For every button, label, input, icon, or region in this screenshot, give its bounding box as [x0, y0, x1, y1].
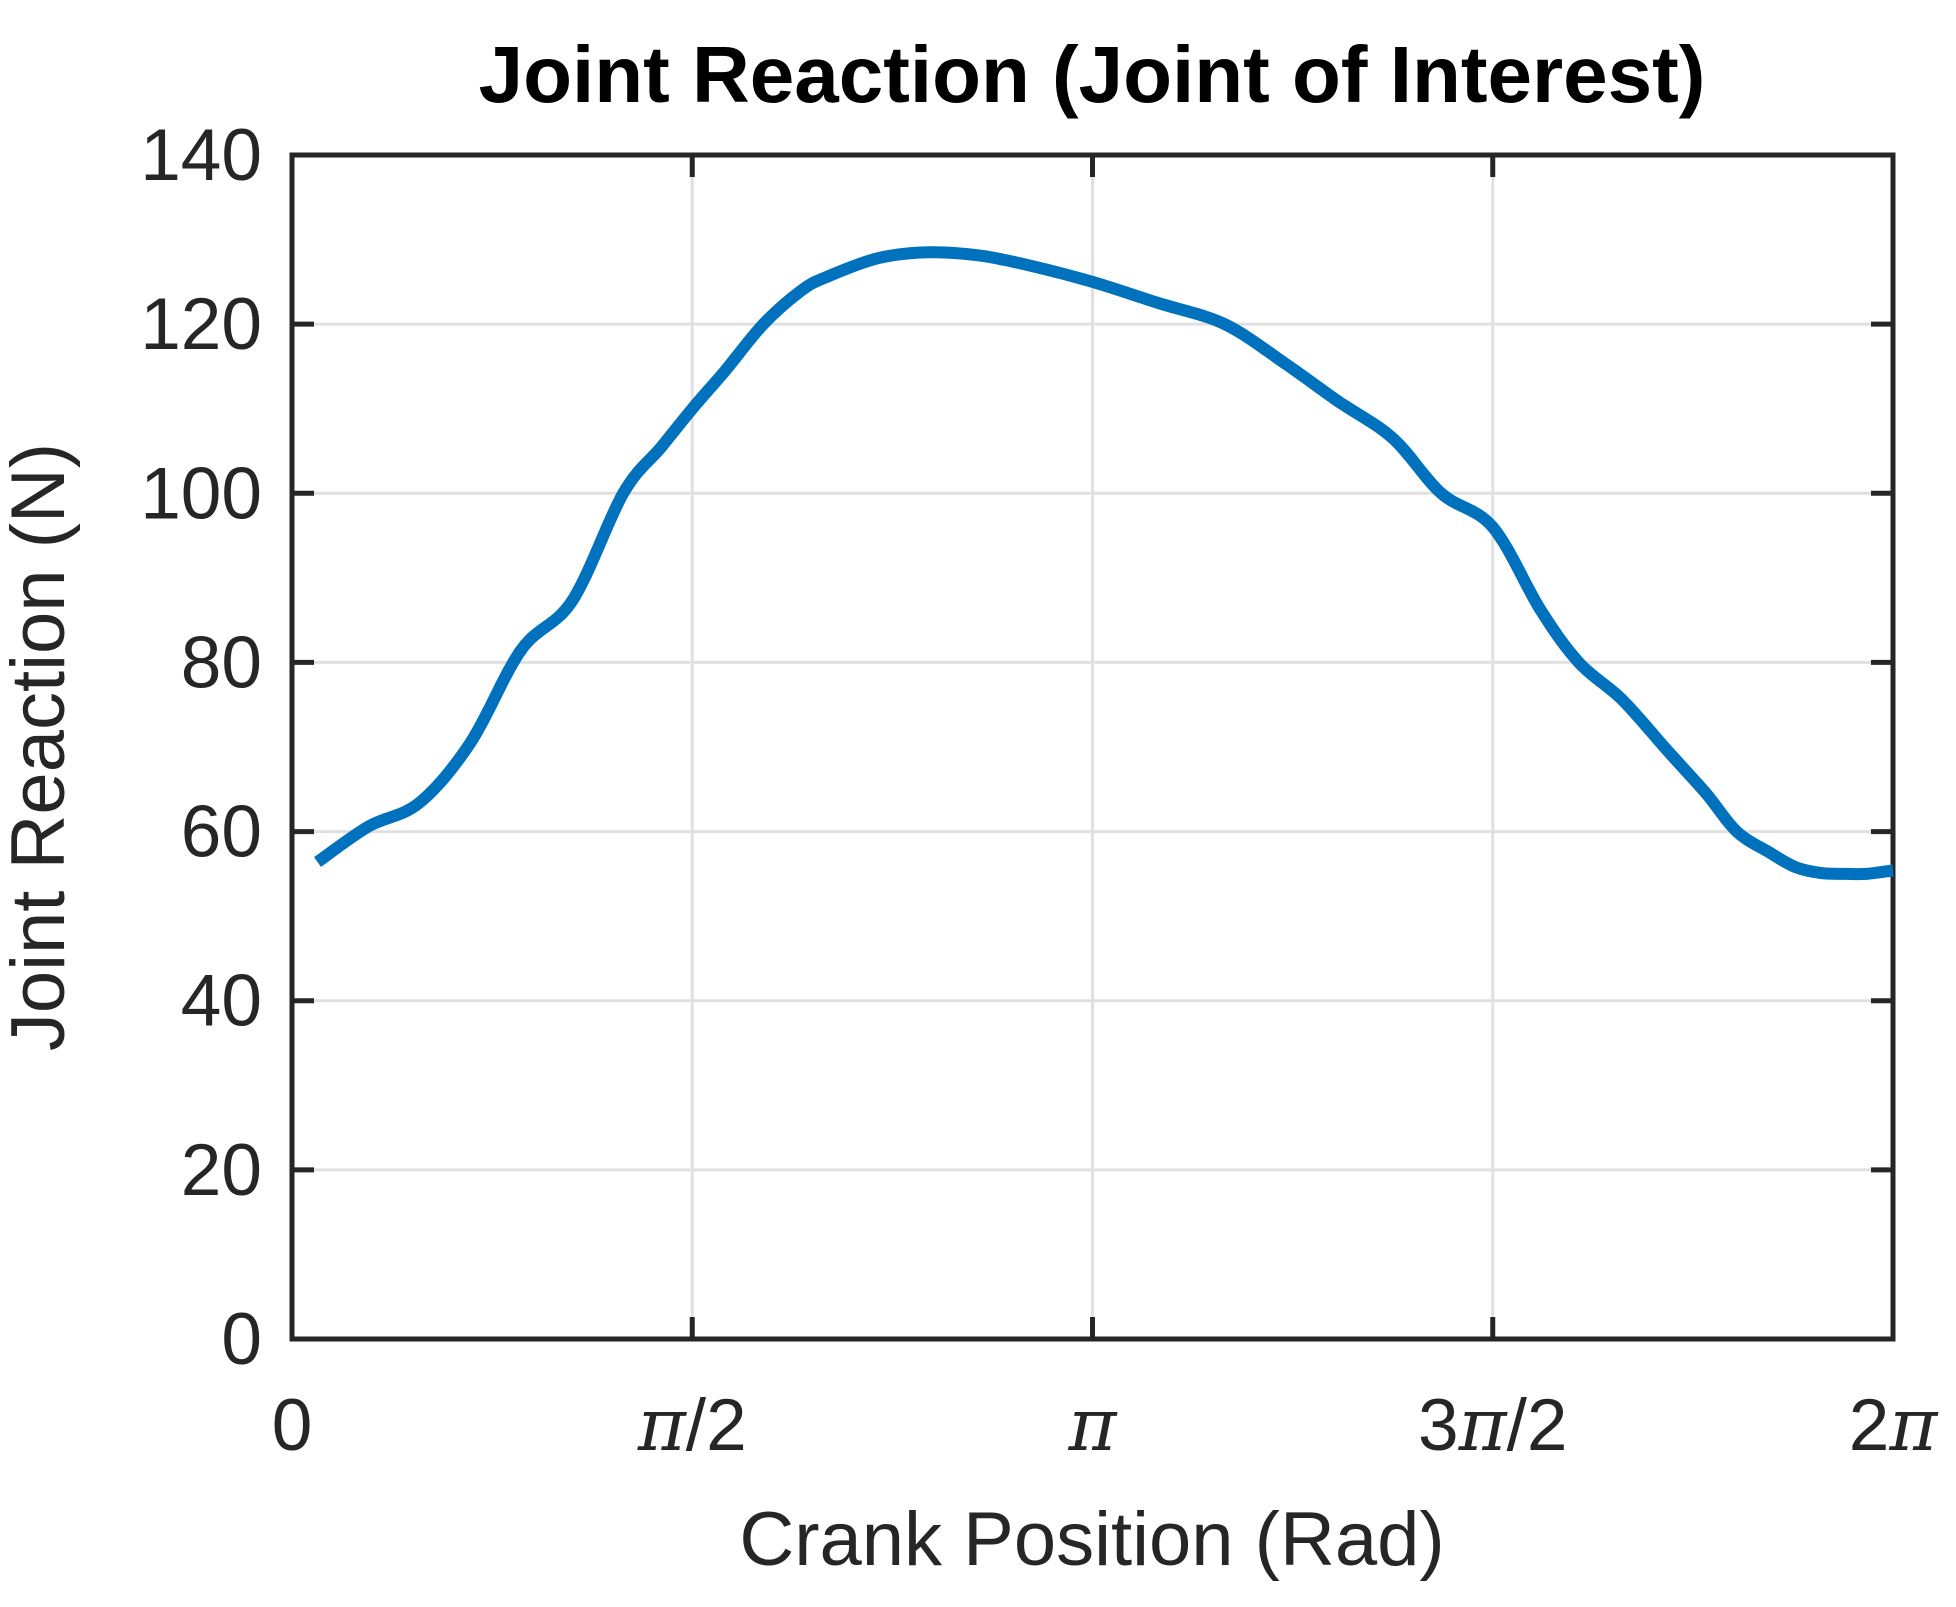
y-tick-label: 140 — [140, 115, 262, 196]
y-axis-label: Joint Reaction (N) — [0, 443, 81, 1051]
x-tick-label: 0 — [272, 1385, 313, 1466]
y-tick-label: 80 — [181, 622, 262, 703]
y-tick-label: 40 — [181, 961, 262, 1042]
chart-title: Joint Reaction (Joint of Interest) — [479, 30, 1706, 119]
y-tick-label: 100 — [140, 453, 262, 534]
x-axis-label: Crank Position (Rad) — [739, 1497, 1444, 1582]
grid-layer — [292, 155, 1893, 1339]
y-tick-label: 0 — [221, 1299, 262, 1380]
curve-joint-reaction-force — [314, 246, 1894, 881]
axis-layer — [289, 152, 1896, 1342]
x-tick-label: 3π/2 — [1418, 1383, 1567, 1468]
series-layer — [314, 246, 1894, 881]
y-tick-label: 60 — [181, 792, 262, 873]
y-tick-label: 20 — [181, 1130, 262, 1211]
y-tick-label: 120 — [140, 284, 262, 365]
tick-label-layer: 0 π/2 π 3π/2 2π 0 20 40 60 80 100 120 140 — [140, 115, 1939, 1468]
x-tick-label: 2π — [1849, 1383, 1940, 1468]
x-tick-label: π — [1068, 1383, 1119, 1468]
x-tick-label: π/2 — [637, 1383, 747, 1468]
